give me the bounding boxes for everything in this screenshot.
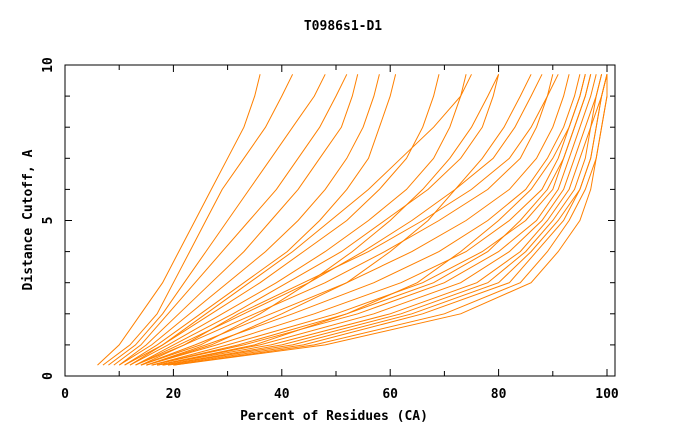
series-lines: [97, 74, 608, 366]
series-line-17: [151, 74, 597, 366]
x-tick-label: 100: [595, 387, 619, 402]
y-tick-label: 0: [41, 372, 56, 380]
series-line-22: [167, 74, 608, 366]
series-line-25: [156, 74, 586, 366]
y-axis-label: Distance Cutoff, A: [21, 149, 36, 290]
series-line-14: [146, 74, 581, 366]
series-line-12: [140, 74, 554, 366]
series-line-24: [173, 74, 608, 366]
series-line-5: [118, 74, 359, 366]
series-line-29: [135, 74, 559, 366]
series-line-1: [97, 74, 261, 366]
x-tick-labels: 0 20 40 60 80 100: [61, 387, 619, 402]
x-tick-label: 80: [491, 387, 507, 402]
series-line-21: [162, 74, 608, 366]
series-line-4: [113, 74, 348, 366]
series-line-30: [151, 74, 592, 366]
x-tick-label: 20: [166, 387, 182, 402]
x-tick-label: 60: [382, 387, 398, 402]
series-line-20: [162, 74, 608, 366]
chart-title: T0986s1-D1: [304, 19, 382, 34]
series-line-28: [124, 74, 472, 366]
series-line-27: [140, 74, 500, 366]
x-tick-label: 40: [274, 387, 290, 402]
series-line-3: [108, 74, 326, 366]
series-line-2: [102, 74, 294, 366]
y-tick-label: 10: [41, 57, 56, 73]
y-tick-label: 5: [41, 217, 56, 225]
series-line-26: [146, 74, 532, 366]
x-axis-label: Percent of Residues (CA): [240, 409, 428, 424]
x-tick-label: 0: [61, 387, 69, 402]
axis-ticks: [64, 64, 615, 377]
series-line-6: [118, 74, 380, 366]
y-tick-labels: 0 5 10: [41, 57, 56, 380]
series-line-9: [129, 74, 467, 366]
series-line-10: [135, 74, 500, 366]
series-line-18: [157, 74, 603, 366]
series-line-7: [124, 74, 397, 366]
series-line-8: [129, 74, 440, 366]
series-line-19: [157, 74, 603, 366]
series-line-11: [135, 74, 543, 366]
series-line-13: [140, 74, 570, 366]
